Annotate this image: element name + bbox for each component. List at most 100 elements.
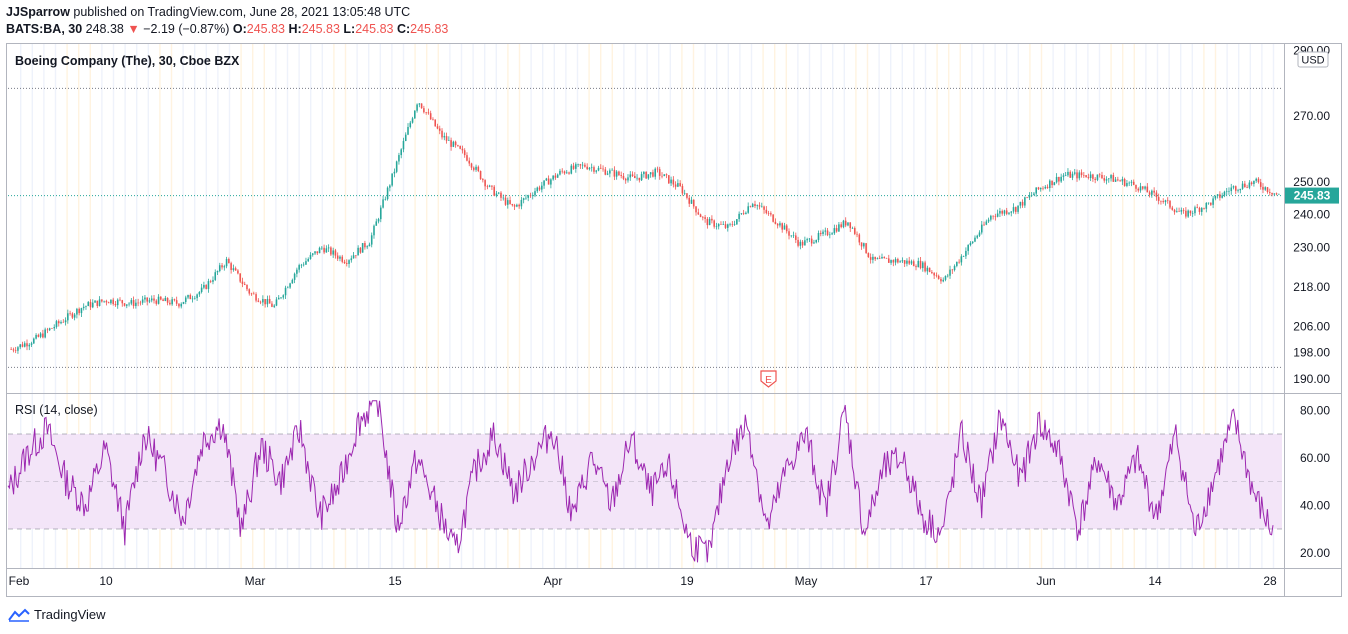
session-stripe (66, 44, 68, 568)
candle-body (545, 178, 548, 181)
candle-body (665, 174, 668, 176)
candle-body (1264, 187, 1267, 190)
candle-body (135, 302, 137, 306)
candle-body (733, 224, 736, 225)
candle-body (221, 265, 223, 268)
candle-body (359, 247, 362, 253)
candle-body (550, 179, 552, 185)
candle-body (1021, 201, 1024, 206)
time-tick-label: 10 (99, 574, 113, 588)
session-stripe (147, 44, 149, 568)
candle-body (1026, 197, 1028, 198)
currency-badge (1297, 51, 1329, 68)
session-stripe (866, 44, 869, 568)
earnings-marker[interactable]: E (760, 370, 777, 388)
candle-body (318, 247, 321, 254)
candle-body (556, 174, 559, 178)
candle-body (268, 298, 271, 304)
candle-body (189, 295, 192, 300)
candle-body (670, 179, 672, 184)
candle-body (844, 220, 847, 226)
candle-body (1044, 186, 1047, 189)
symbol-info: BATS:BA, 30 248.38 ▼ −2.19 (−0.87%) O:24… (6, 22, 448, 36)
rsi-axis[interactable]: 80.00 60.00 40.00 20.00 (1300, 403, 1330, 560)
candle-body (980, 224, 983, 233)
candle-body (509, 200, 511, 204)
candle-body (459, 145, 461, 149)
candle-body (1137, 188, 1140, 191)
candle-body (416, 104, 418, 111)
candle-body (788, 231, 790, 236)
high-label: H: (288, 22, 302, 36)
candle-body (620, 175, 622, 176)
candle-body (339, 256, 341, 259)
candle-body (1142, 186, 1144, 189)
candle-body (962, 256, 965, 257)
session-stripe (750, 44, 753, 568)
candle-body (1139, 186, 1142, 191)
candle-body (500, 192, 502, 198)
session-stripe (971, 44, 973, 568)
candle-body (1132, 181, 1135, 185)
candle-body (518, 204, 520, 207)
candle-body (511, 203, 514, 206)
session-stripe (1110, 44, 1112, 568)
session-stripe (414, 44, 416, 568)
candle-body (457, 145, 459, 146)
brand-name[interactable]: TradingView (34, 607, 106, 622)
candle-body (634, 176, 636, 179)
candle-body (726, 224, 729, 228)
low-label: L: (343, 22, 356, 36)
candle-body (277, 297, 280, 300)
candle-body (452, 141, 455, 147)
candle-body (738, 213, 740, 220)
candle-body (1130, 181, 1133, 183)
candle-body (271, 303, 273, 307)
session-stripe (472, 44, 474, 568)
session-stripe (936, 44, 938, 568)
candle-body (463, 150, 466, 156)
author-name[interactable]: JJSparrow (6, 5, 70, 19)
candle-body (647, 174, 650, 179)
candle-body (44, 329, 46, 338)
candle-body (1083, 175, 1085, 176)
candle-body (867, 253, 870, 258)
candle-body (815, 239, 818, 243)
candle-body (869, 257, 872, 260)
candle-body (484, 180, 486, 187)
candle-body (627, 177, 629, 181)
time-axis[interactable]: Feb 10 Mar 15 Apr 19 May 17 Jun 14 28 (9, 574, 1277, 588)
candle-body (1153, 190, 1155, 193)
candle-body (169, 302, 171, 305)
candle-body (1107, 178, 1110, 180)
candle-body (1008, 212, 1010, 214)
candle-body (1060, 176, 1062, 182)
candle-body (53, 327, 56, 329)
candle-body (906, 260, 908, 264)
candle-body (432, 119, 434, 120)
candle-body (443, 136, 446, 138)
candle-body (504, 197, 507, 205)
candle-body (1262, 186, 1264, 190)
candle-body (37, 334, 40, 337)
candle-body (348, 260, 350, 264)
candle-body (323, 247, 325, 253)
candle-body (520, 199, 523, 207)
candle-body (817, 233, 820, 240)
candle-body (175, 300, 178, 304)
candle-body (423, 108, 425, 113)
candle-body (21, 344, 24, 347)
candle-body (1173, 209, 1176, 213)
candle-body (203, 284, 205, 288)
session-stripe (1238, 44, 1240, 568)
candle-body (692, 199, 695, 207)
candle-body (783, 225, 786, 230)
price-axis[interactable]: 290.00270.00250.00240.00230.00218.00206.… (1293, 44, 1330, 386)
session-stripe (460, 44, 463, 568)
candle-body (729, 224, 731, 225)
candle-body (774, 221, 777, 224)
candle-body (863, 243, 865, 247)
candle-body (150, 298, 153, 301)
candle-body (833, 228, 836, 234)
